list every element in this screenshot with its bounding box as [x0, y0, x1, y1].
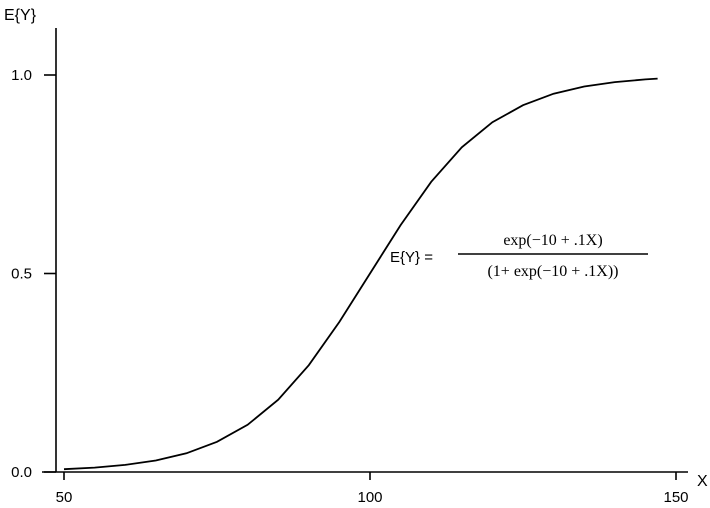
x-ticks: 50 100 150 [56, 472, 689, 506]
y-tick-label: 0.5 [11, 266, 32, 283]
y-tick-label: 0.0 [11, 464, 32, 481]
x-tick-label: 150 [663, 489, 688, 506]
equation-denominator: (1+ exp(−10 + .1X)) [487, 263, 618, 280]
y-tick-label: 1.0 [11, 67, 32, 84]
x-tick-label: 50 [56, 489, 73, 506]
equation-annotation: E{Y} = exp(−10 + .1X) (1+ exp(−10 + .1X)… [390, 232, 648, 280]
y-ticks: 0.0 0.5 1.0 [11, 67, 56, 481]
axes [42, 28, 688, 473]
equation-numerator: exp(−10 + .1X) [503, 232, 602, 249]
x-axis-title: X [697, 473, 708, 490]
y-axis-title: E{Y} [4, 7, 37, 24]
equation-lhs: E{Y} = [390, 249, 433, 266]
x-tick-label: 100 [357, 489, 382, 506]
logistic-curve [63, 77, 658, 471]
